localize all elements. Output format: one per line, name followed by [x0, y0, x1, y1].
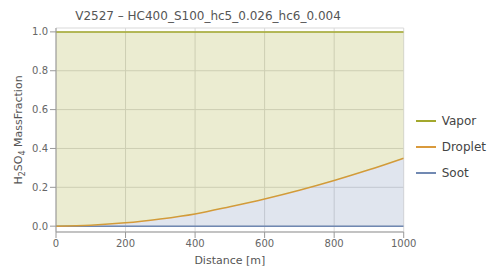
html-text:Droplet: Droplet	[441, 140, 486, 154]
svg-text:0.6: 0.6	[32, 104, 48, 115]
svg-text:Distance [m]: Distance [m]	[194, 254, 265, 267]
svg-text:200: 200	[116, 238, 135, 249]
svg-text:0: 0	[53, 238, 59, 249]
html-text:Vapor: Vapor	[441, 114, 477, 128]
svg-text:0.2: 0.2	[32, 182, 48, 193]
svg-text:1000: 1000	[391, 238, 416, 249]
html-text:Soot: Soot	[441, 166, 469, 180]
svg-text:0.0: 0.0	[32, 221, 48, 232]
svg-text:800: 800	[325, 238, 344, 249]
svg-text:0.4: 0.4	[32, 143, 48, 154]
svg-text:600: 600	[255, 238, 274, 249]
svg-text:400: 400	[186, 238, 205, 249]
svg-text:H2SO4 MassFraction: H2SO4 MassFraction	[12, 75, 27, 184]
svg-text:1.0: 1.0	[32, 26, 48, 37]
html-text:V2527 – HC400_S100_hc5_0.026_h: V2527 – HC400_S100_hc5_0.026_hc6_0.004	[75, 9, 341, 23]
svg-text:0.8: 0.8	[32, 65, 48, 76]
